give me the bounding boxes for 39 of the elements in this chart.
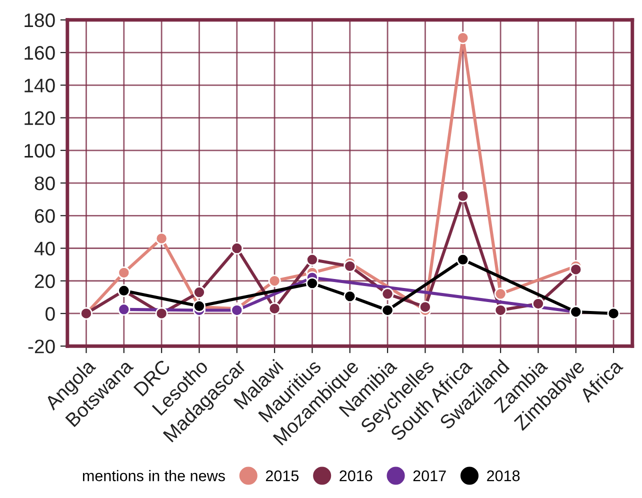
y-tick-label: 40: [34, 242, 55, 256]
point: [155, 307, 168, 320]
point: [268, 302, 281, 315]
y-tick-label: 140: [24, 78, 55, 92]
point: [494, 304, 507, 316]
point: [192, 286, 206, 299]
legend-title: mentions in the news: [82, 470, 225, 482]
point: [456, 253, 470, 266]
point: [570, 263, 582, 276]
point: [268, 274, 281, 288]
y-tick-label: 60: [34, 209, 55, 223]
y-tick-label: -20: [28, 340, 55, 354]
point: [456, 32, 470, 44]
point: [381, 304, 394, 316]
y-tick-label: 100: [24, 144, 55, 158]
point: [532, 297, 544, 310]
legend-label: 2016: [340, 470, 372, 482]
y-tick-label: 180: [24, 13, 55, 28]
point: [155, 232, 168, 245]
point: [306, 253, 318, 266]
legend-label: 2015: [266, 470, 299, 482]
point: [230, 242, 244, 255]
point: [494, 288, 507, 300]
point: [607, 307, 620, 320]
y-tick-label: 80: [34, 176, 55, 190]
point: [306, 277, 318, 290]
point: [118, 266, 130, 279]
legend-label: 2017: [413, 470, 446, 482]
point: [418, 300, 432, 314]
y-tick-label: 20: [34, 274, 55, 288]
point: [344, 260, 356, 272]
point: [344, 290, 356, 303]
point: [381, 288, 394, 300]
point: [118, 303, 130, 316]
y-tick-label: 160: [24, 46, 55, 60]
y-tick-label: 120: [24, 111, 55, 126]
y-tick-label: 0: [46, 306, 55, 321]
legend-label: 2018: [487, 470, 520, 482]
point: [456, 190, 470, 202]
